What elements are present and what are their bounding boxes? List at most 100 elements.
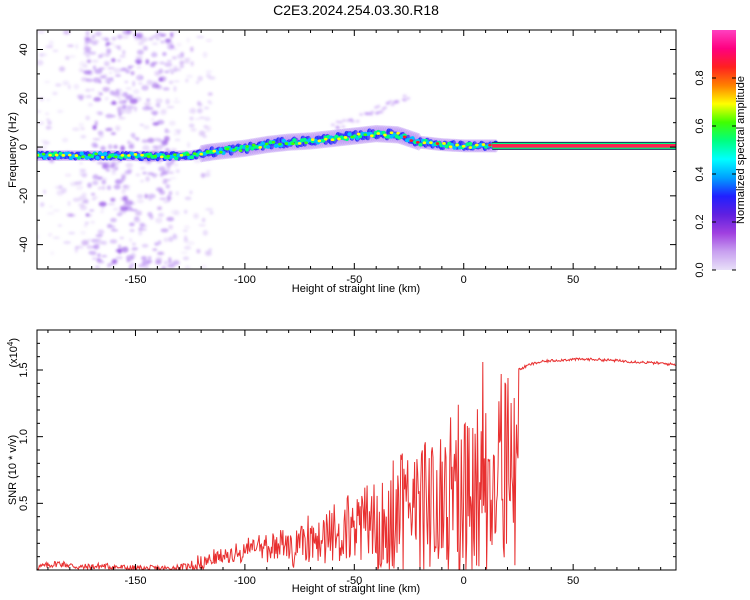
- noise-blob: [89, 51, 97, 55]
- ridge-core: [370, 134, 374, 138]
- noise-blob: [90, 192, 96, 196]
- noise-blob: [198, 102, 203, 107]
- noise-blob: [164, 128, 169, 134]
- noise-blob: [43, 189, 47, 194]
- noise-blob: [87, 238, 91, 242]
- noise-blob: [155, 37, 161, 41]
- noise-blob: [205, 73, 212, 79]
- noise-blob: [79, 95, 84, 101]
- noise-blob: [115, 125, 121, 131]
- noise-blob: [92, 138, 101, 141]
- noise-blob: [186, 141, 191, 148]
- noise-blob: [80, 134, 87, 139]
- noise-blob: [155, 33, 164, 38]
- ridge-core: [461, 144, 466, 148]
- noise-blob: [118, 244, 122, 250]
- x-tick-label: 50: [567, 575, 579, 587]
- noise-blob: [145, 58, 150, 65]
- noise-blob: [183, 57, 191, 60]
- noise-blob: [39, 52, 48, 57]
- noise-blob: [45, 118, 50, 121]
- noise-blob: [135, 56, 143, 59]
- noise-blob: [86, 245, 93, 250]
- noise-blob: [165, 184, 171, 189]
- noise-blob: [189, 190, 193, 195]
- noise-blob: [118, 100, 126, 105]
- noise-blob: [94, 31, 102, 37]
- noise-blob: [72, 127, 80, 131]
- noise-blob: [97, 229, 105, 235]
- noise-blob: [45, 45, 54, 49]
- harmonic-blob: [374, 111, 379, 115]
- noise-blob: [78, 180, 84, 184]
- noise-blob: [101, 180, 107, 185]
- ridge-core: [383, 133, 387, 137]
- noise-blob: [183, 209, 188, 215]
- noise-blob: [152, 248, 158, 251]
- noise-blob: [119, 236, 125, 240]
- ridge-core: [100, 155, 105, 159]
- noise-blob: [46, 98, 51, 102]
- noise-blob: [158, 166, 166, 172]
- noise-blob: [169, 261, 177, 267]
- noise-blob: [126, 105, 135, 110]
- noise-blob: [141, 84, 149, 91]
- noise-blob: [113, 44, 120, 48]
- noise-blob: [91, 34, 96, 40]
- noise-blob: [136, 59, 141, 64]
- noise-blob: [190, 128, 197, 132]
- noise-blob: [46, 212, 55, 215]
- ridge-core: [376, 132, 381, 135]
- noise-blob: [92, 174, 99, 180]
- noise-blob: [85, 213, 90, 217]
- noise-blob: [148, 197, 153, 201]
- ridge-mid: [468, 141, 473, 146]
- ridge-core: [278, 142, 282, 146]
- ridge-core: [94, 152, 98, 156]
- noise-blob: [127, 66, 133, 70]
- ridge-mid: [173, 156, 179, 161]
- noise-blob: [144, 102, 151, 107]
- x-tick-label: 0: [461, 575, 467, 587]
- noise-blob: [113, 144, 118, 149]
- noise-blob: [102, 162, 110, 167]
- ridge-core: [429, 141, 433, 145]
- noise-blob: [139, 166, 146, 171]
- ridge-mid: [189, 155, 195, 160]
- noise-blob: [157, 212, 165, 218]
- ridge-core: [48, 153, 52, 157]
- noise-blob: [147, 211, 153, 217]
- noise-blob: [142, 172, 146, 175]
- ridge-core: [448, 145, 453, 149]
- ridge-core: [251, 143, 256, 147]
- noise-blob: [136, 65, 142, 70]
- ridge-core: [304, 141, 308, 145]
- colorbar-tick-label: 0.8: [694, 70, 706, 85]
- ridge-mid: [76, 155, 82, 160]
- harmonic-blob: [402, 94, 407, 98]
- noise-blob: [166, 105, 175, 109]
- colorbar-tick-label: 0.2: [694, 214, 706, 229]
- noise-blob: [107, 203, 116, 206]
- noise-blob: [100, 206, 105, 210]
- noise-blob: [37, 30, 45, 34]
- noise-blob: [163, 260, 168, 265]
- noise-blob: [96, 240, 104, 245]
- noise-blob: [109, 239, 118, 244]
- noise-blob: [78, 195, 87, 201]
- noise-blob: [94, 265, 100, 269]
- noise-blob: [151, 51, 158, 58]
- noise-blob: [126, 254, 134, 261]
- noise-blob: [115, 88, 123, 93]
- ridge-core: [291, 142, 295, 146]
- noise-blob: [78, 122, 85, 128]
- noise-blob: [130, 71, 135, 76]
- ridge-core: [409, 139, 414, 142]
- noise-blob: [115, 255, 123, 260]
- noise-blob: [100, 210, 104, 214]
- noise-blob: [121, 92, 128, 98]
- noise-blob: [156, 251, 165, 256]
- noise-blob: [141, 261, 146, 267]
- noise-blob: [203, 106, 210, 110]
